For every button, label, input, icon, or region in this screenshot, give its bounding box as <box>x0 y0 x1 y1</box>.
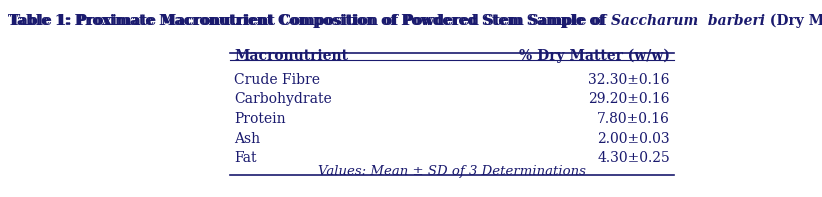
Text: (Dry Matter).: (Dry Matter). <box>765 14 822 28</box>
Text: Protein: Protein <box>234 112 286 126</box>
Text: Table 1: Proximate Macronutrient Composition of Powdered Stem Sample of: Table 1: Proximate Macronutrient Composi… <box>8 14 610 28</box>
Text: 7.80±0.16: 7.80±0.16 <box>597 112 670 126</box>
Text: 2.00±0.03: 2.00±0.03 <box>598 132 670 146</box>
Text: 29.20±0.16: 29.20±0.16 <box>589 92 670 106</box>
Text: Carbohydrate: Carbohydrate <box>234 92 332 106</box>
Text: Macronutrient: Macronutrient <box>234 49 349 63</box>
Text: Fat: Fat <box>234 151 256 165</box>
Text: % Dry Matter (w/w): % Dry Matter (w/w) <box>519 49 670 63</box>
Text: Saccharum  barberi: Saccharum barberi <box>612 14 765 28</box>
Text: Table 1: Proximate Macronutrient Composition of Powdered Stem Sample of: Table 1: Proximate Macronutrient Composi… <box>8 14 610 28</box>
Text: Crude Fibre: Crude Fibre <box>234 73 321 87</box>
Text: Ash: Ash <box>234 132 261 146</box>
Text: Values: Mean ± SD of 3 Determinations: Values: Mean ± SD of 3 Determinations <box>318 165 586 178</box>
Text: Table 1: Proximate Macronutrient Composition of Powdered Stem Sample of: Table 1: Proximate Macronutrient Composi… <box>10 14 612 28</box>
Text: 4.30±0.25: 4.30±0.25 <box>597 151 670 165</box>
Text: 32.30±0.16: 32.30±0.16 <box>589 73 670 87</box>
